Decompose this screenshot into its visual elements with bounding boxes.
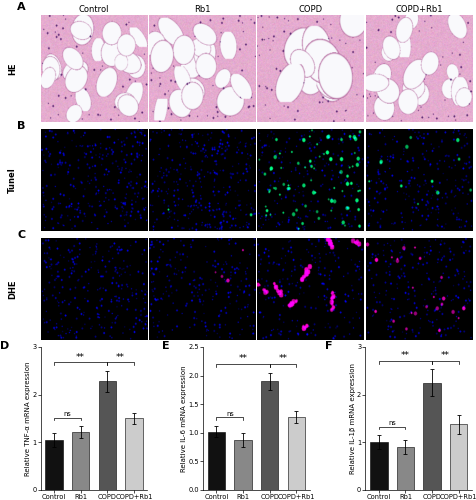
Title: COPD: COPD <box>298 5 322 14</box>
Text: Tunel: Tunel <box>8 168 17 193</box>
Bar <box>125 418 142 490</box>
Bar <box>449 424 466 490</box>
Text: B: B <box>17 121 25 131</box>
Text: HE: HE <box>8 62 17 75</box>
Bar <box>72 432 89 490</box>
Y-axis label: Relative IL-1β mRNA expression: Relative IL-1β mRNA expression <box>349 363 355 474</box>
Text: DHE: DHE <box>8 280 17 299</box>
Title: COPD+Rb1: COPD+Rb1 <box>394 5 442 14</box>
Bar <box>423 382 440 490</box>
Text: **: ** <box>400 351 409 360</box>
Text: **: ** <box>116 352 125 362</box>
Text: A: A <box>17 2 26 12</box>
Y-axis label: Relative TNF-α mRNA expression: Relative TNF-α mRNA expression <box>25 361 30 476</box>
Text: ns: ns <box>63 411 71 417</box>
Text: F: F <box>324 342 332 351</box>
Text: D: D <box>0 342 9 351</box>
Bar <box>260 382 278 490</box>
Y-axis label: Relative IL-6 mRNA expression: Relative IL-6 mRNA expression <box>180 365 187 472</box>
Bar <box>99 382 116 490</box>
Title: Rb1: Rb1 <box>194 5 210 14</box>
Text: **: ** <box>76 352 85 362</box>
Bar <box>287 417 304 490</box>
Text: **: ** <box>440 351 449 360</box>
Text: C: C <box>17 230 25 240</box>
Text: **: ** <box>278 354 287 364</box>
Text: ns: ns <box>387 420 395 426</box>
Bar <box>234 440 251 490</box>
Bar <box>208 432 225 490</box>
Text: E: E <box>162 342 169 351</box>
Text: **: ** <box>238 354 247 364</box>
Bar <box>396 447 413 490</box>
Text: ns: ns <box>226 410 233 416</box>
Bar <box>369 442 387 490</box>
Bar <box>45 440 62 490</box>
Title: Control: Control <box>79 5 109 14</box>
